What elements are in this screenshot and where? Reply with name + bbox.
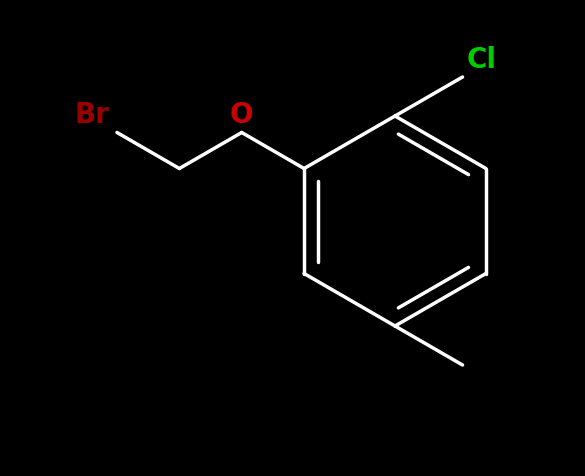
Text: O: O [230, 100, 253, 129]
Text: Cl: Cl [467, 46, 497, 74]
Text: Br: Br [74, 100, 109, 129]
